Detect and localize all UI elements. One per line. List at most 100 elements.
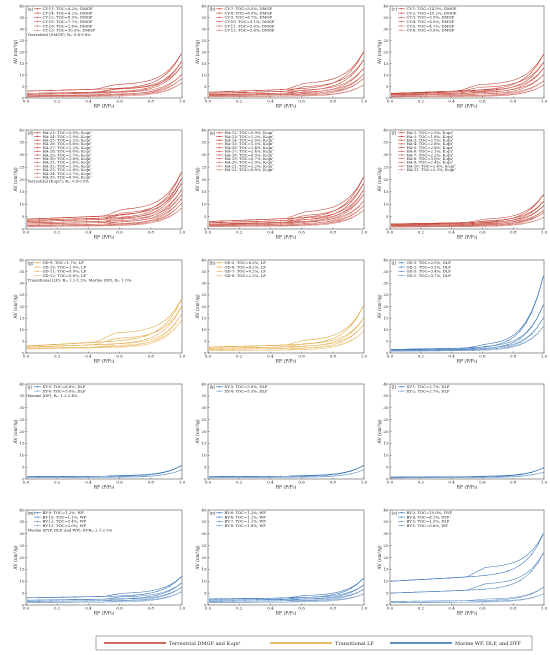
legend-entry: HA-18: TOC=0.9%; K₁qn¹ xyxy=(225,152,275,157)
data-point xyxy=(74,476,76,478)
series-line-desorption xyxy=(27,576,182,599)
x-axis-label: RP (P/P₀) xyxy=(457,103,478,110)
legend-entry: HA-20: TOC=1.9%; K₁qn¹ xyxy=(225,160,275,165)
data-point xyxy=(232,225,234,227)
data-point xyxy=(268,95,270,97)
y-tick-label: 20 xyxy=(201,177,207,182)
data-point xyxy=(97,598,100,600)
data-point xyxy=(507,584,509,586)
data-point xyxy=(256,91,258,93)
legend-marker xyxy=(36,172,39,175)
legend-entry: XY-2: TOC=2.7%; DLF xyxy=(407,388,450,393)
legend-entry: HA-7: TOC=2.2%; K₁qn¹ xyxy=(407,152,454,157)
y-tick-label: 0 xyxy=(22,602,25,607)
y-tick-label: 15 xyxy=(383,441,389,446)
legend-marker xyxy=(400,390,403,392)
x-axis-label: RP (P/P₀) xyxy=(94,610,115,617)
data-point xyxy=(461,91,463,93)
data-point xyxy=(449,91,451,93)
data-point xyxy=(291,346,293,348)
data-point xyxy=(50,476,52,479)
legend-entry: HA-12: TOC=0.9%; K₁qn¹ xyxy=(225,130,275,135)
data-point xyxy=(220,599,222,601)
y-tick-label: 5 xyxy=(204,214,207,219)
y-tick-label: 35 xyxy=(201,269,207,274)
data-point xyxy=(220,95,222,97)
data-point xyxy=(531,217,533,219)
data-point xyxy=(168,470,170,472)
data-point xyxy=(256,94,258,96)
plot-frame xyxy=(207,259,365,354)
data-point xyxy=(62,476,64,479)
data-point xyxy=(542,217,544,219)
legend-marker xyxy=(218,266,221,268)
data-point xyxy=(426,224,428,226)
data-point xyxy=(519,217,521,219)
data-point xyxy=(303,87,305,89)
y-tick-label: 20 xyxy=(383,555,389,560)
data-point xyxy=(339,82,341,84)
data-point xyxy=(86,347,88,349)
data-point xyxy=(109,225,111,227)
legend-entry: BY-10: TOC=1.1%; WF xyxy=(43,514,87,519)
data-point xyxy=(461,92,463,94)
legend-entry: CY-6: TOC=5.6%; DMGF xyxy=(407,28,455,33)
data-point xyxy=(519,93,521,95)
legend-marker xyxy=(218,29,221,31)
data-point xyxy=(168,213,170,216)
panel-note: Marine (DF); Rₒ: 1.2-1.4% xyxy=(28,393,78,398)
x-tick-label: 0.4 xyxy=(448,606,455,611)
x-tick-label: 1.0 xyxy=(179,99,186,104)
data-point xyxy=(362,194,364,196)
y-tick-label: 10 xyxy=(201,72,207,77)
x-tick-label: 0.8 xyxy=(330,480,337,485)
data-point xyxy=(279,475,282,477)
legend-entry: XY-1: TOC=2.7%; DLF xyxy=(407,384,450,389)
legend-entry: CY-7: TOC=5.5%; DMGF xyxy=(225,6,273,11)
y-tick-label: 25 xyxy=(19,543,25,548)
legend-marker xyxy=(400,525,403,527)
panel-note: Marine (DYF, DLF, and WF); EVRₒ: 2.1-2.5… xyxy=(28,528,113,533)
data-point xyxy=(531,474,533,476)
data-point xyxy=(279,222,282,224)
data-point xyxy=(62,218,64,220)
data-point xyxy=(472,477,474,479)
data-point xyxy=(38,597,40,599)
data-point xyxy=(109,346,111,348)
legend-marker xyxy=(36,169,39,171)
data-point xyxy=(157,334,159,336)
legend-marker xyxy=(218,262,221,264)
data-point xyxy=(86,600,88,602)
x-tick-label: 0.4 xyxy=(267,606,274,611)
data-point xyxy=(531,71,533,73)
x-tick-label: 0.2 xyxy=(54,99,61,104)
y-tick-label: 30 xyxy=(201,281,207,286)
x-tick-label: 1.0 xyxy=(541,606,548,611)
data-point xyxy=(50,596,52,598)
data-point xyxy=(426,95,428,97)
data-point xyxy=(437,91,439,93)
data-point xyxy=(109,221,111,223)
data-point xyxy=(542,80,544,82)
data-point xyxy=(133,95,135,97)
x-tick-label: 1.0 xyxy=(361,354,368,359)
data-point xyxy=(496,225,498,227)
data-point xyxy=(449,347,451,349)
data-point xyxy=(27,477,29,479)
legend-marker xyxy=(36,161,39,164)
data-point xyxy=(168,193,170,195)
data-point xyxy=(461,222,463,225)
y-tick-label: 10 xyxy=(201,327,207,332)
data-point xyxy=(315,346,317,348)
legend-entry: HA-15: TOC=1.5%; K₁qn¹ xyxy=(225,141,275,146)
x-axis-label: RP (P/P₀) xyxy=(276,610,297,617)
y-tick-label: 15 xyxy=(19,441,25,446)
data-point xyxy=(496,573,498,575)
plot-frame xyxy=(389,129,545,230)
y-tick-label: 5 xyxy=(22,590,25,595)
data-point xyxy=(461,93,463,95)
data-point xyxy=(279,598,282,600)
data-point xyxy=(86,92,88,94)
data-point xyxy=(256,219,258,221)
data-point xyxy=(157,217,159,219)
